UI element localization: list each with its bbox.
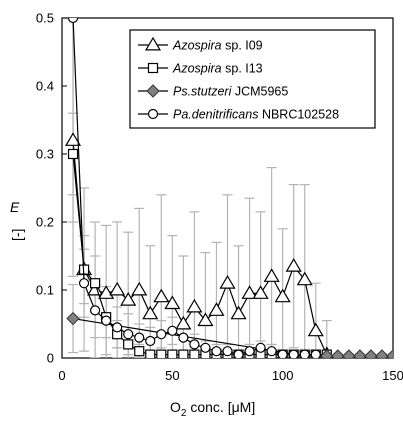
data-point-triangle — [87, 281, 104, 296]
data-point-square — [67, 148, 79, 160]
y-tick-label: 0.3 — [36, 147, 54, 162]
data-point-diamond — [353, 349, 367, 358]
data-point-diamond — [320, 349, 334, 358]
data-point-triangle — [197, 312, 214, 327]
data-point-diamond — [331, 349, 345, 358]
data-point-triangle — [307, 322, 324, 337]
y-axis-title: E [-] — [9, 199, 25, 241]
data-point-circle — [222, 346, 233, 357]
data-point-square — [123, 339, 134, 350]
data-point-triangle — [208, 302, 225, 316]
y-tick-label: 0.4 — [36, 79, 54, 94]
data-point-square — [167, 349, 178, 358]
data-point-circle — [101, 315, 112, 326]
data-point-diamond — [364, 349, 378, 358]
data-point-triangle — [131, 281, 148, 296]
x-tick-label: 150 — [382, 368, 403, 383]
plot-area: 0 0.1 0.2 0.3 0.4 0.5 0 50 100 150 — [36, 11, 403, 384]
data-point-circle — [145, 335, 156, 347]
legend-label: Azospira sp. I13 — [172, 62, 263, 76]
data-point-diamond — [375, 349, 389, 358]
data-point-square — [156, 349, 167, 358]
x-axis-title: O2 conc. [μM] — [170, 399, 255, 419]
data-point-circle — [299, 349, 310, 358]
data-point-triangle — [109, 281, 126, 296]
data-point-circle — [156, 329, 167, 340]
x-tick-label: 0 — [58, 368, 65, 383]
data-point-circle — [78, 278, 90, 289]
legend-marker-circle — [147, 108, 159, 120]
data-point-square — [178, 349, 189, 358]
legend-label: Azospira sp. I09 — [172, 39, 263, 53]
data-point-circle — [134, 332, 145, 343]
x-axis-title-rest: conc. [μM] — [186, 399, 255, 415]
data-point-square — [145, 349, 156, 358]
x-tick-label: 50 — [165, 368, 179, 383]
x-tick-label: 100 — [272, 368, 294, 383]
data-point-circle — [277, 349, 288, 358]
data-point-circle — [200, 342, 211, 353]
legend-entries: Azospira sp. I09 Azospira sp. I13 Ps.stutz… — [138, 36, 339, 122]
y-tick-label: 0.1 — [36, 283, 54, 298]
data-point-triangle — [175, 315, 192, 330]
data-point-diamond — [342, 349, 356, 358]
data-point-circle — [211, 346, 222, 357]
legend-label: Pa.denitrificans NBRC102528 — [173, 108, 339, 122]
data-point-triangle — [120, 292, 137, 306]
data-point-diamond — [66, 311, 80, 326]
data-point-triangle — [296, 271, 313, 286]
series-group — [64, 18, 393, 358]
y-tick-label: 0.2 — [36, 215, 54, 230]
data-point-circle — [89, 305, 101, 316]
data-point-triangle — [186, 298, 203, 313]
data-point-triangle — [219, 275, 236, 289]
y-tick-label: 0.5 — [36, 11, 54, 26]
data-point-square — [189, 349, 200, 358]
data-point-circle — [288, 349, 299, 358]
data-point-diamond — [386, 349, 393, 358]
data-point-circle — [255, 342, 266, 353]
data-point-circle — [178, 332, 189, 343]
data-point-triangle — [241, 285, 258, 299]
data-point-square — [89, 278, 101, 289]
data-point-circle — [167, 325, 178, 336]
data-point-circle — [123, 329, 134, 340]
x-axis-title-sub: 2 — [181, 408, 187, 419]
y-axis-title-unit: [-] — [9, 229, 25, 241]
data-point-triangle — [153, 288, 170, 303]
data-point-triangle — [252, 285, 269, 299]
data-point-circle — [310, 349, 321, 358]
data-point-circle — [266, 346, 277, 357]
legend-label: Ps.stutzeri JCM5965 — [173, 85, 288, 99]
data-point-triangle — [274, 288, 291, 303]
y-axis-title-main: E — [10, 199, 20, 215]
data-point-triangle — [263, 268, 280, 282]
x-axis-title-main: O — [170, 399, 181, 415]
data-point-circle — [189, 339, 200, 350]
data-point-triangle — [285, 258, 302, 272]
legend-box — [129, 29, 376, 129]
data-point-square — [134, 346, 145, 357]
legend: Azospira sp. I09 Azospira sp. I13 Ps.stutz… — [129, 29, 376, 129]
data-point-circle — [244, 346, 255, 357]
legend-marker-diamond — [146, 84, 160, 98]
data-point-triangle — [230, 305, 247, 320]
data-point-circle — [233, 349, 244, 358]
legend-marker-triangle — [144, 36, 162, 51]
legend-marker-square — [147, 62, 159, 74]
y-tick-label: 0 — [47, 351, 54, 366]
data-point-triangle — [64, 132, 82, 146]
data-point-triangle — [142, 305, 159, 320]
data-point-circle — [67, 18, 79, 24]
data-point-triangle — [164, 295, 181, 310]
data-point-circle — [112, 322, 123, 333]
